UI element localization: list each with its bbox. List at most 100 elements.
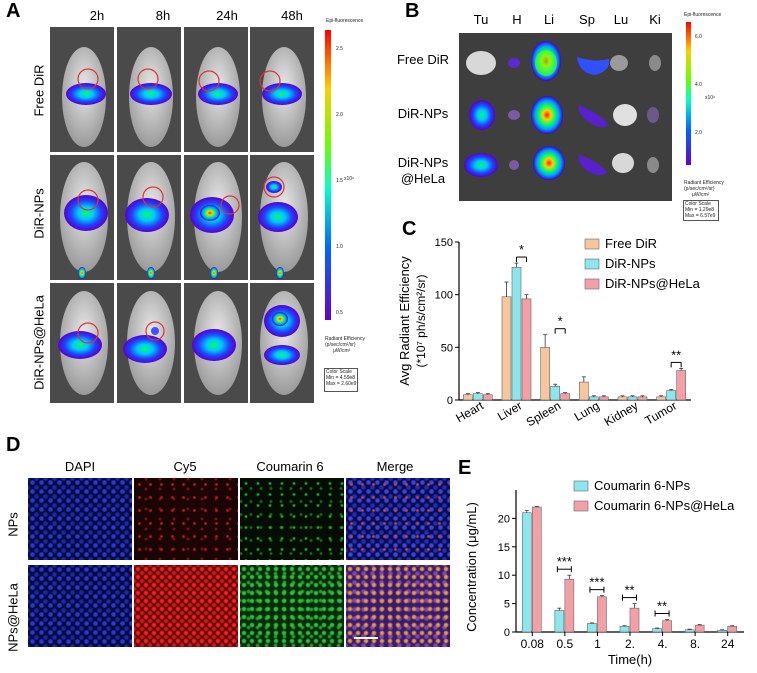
panel-label-a: A xyxy=(6,0,21,22)
panel-a-exponent: x10⁹ xyxy=(344,176,355,182)
x-tick-label: Spleen xyxy=(524,398,563,429)
bar xyxy=(554,610,565,633)
y-axis-unit: (*10⁷ ph/s/cm²/sr) xyxy=(414,274,428,367)
bar xyxy=(599,396,609,401)
mouse-image-free-dir-24h xyxy=(184,27,248,152)
bar xyxy=(579,381,589,401)
significance-label: *** xyxy=(557,554,572,569)
panel-b-unit-1: Radiant Efficiency xyxy=(684,180,724,186)
mouse-image-free-dir-2h xyxy=(50,27,114,152)
organ-row-label-dir-nps: DiR-NPs xyxy=(397,106,449,121)
panel-b-colorbar xyxy=(686,22,691,165)
bar xyxy=(727,626,738,633)
panel-a-colorscale-min: Min = 4.59e8 xyxy=(326,375,356,381)
mouse-image-dir-nps-hela-48h xyxy=(250,283,314,403)
significance-label: * xyxy=(558,314,563,329)
significance-label: ** xyxy=(657,599,667,614)
micrograph-nps-hela-dapi xyxy=(28,565,132,647)
panel-b-unit-3: μW/cm² xyxy=(692,192,710,198)
panel-b-colorscale-max: Max = 6.57e9 xyxy=(685,213,716,219)
panel-label-e: E xyxy=(458,457,472,479)
panel-a-scale-title: Epi-fluorescence xyxy=(326,18,364,24)
panel-a-tick-20: 2.0 xyxy=(336,112,343,118)
bar xyxy=(521,298,532,401)
panel-b-colorscale-box: Color Scale Min = 1.29e8 Max = 6.57e9 xyxy=(683,200,719,221)
organ-row-label-free-dir: Free DiR xyxy=(396,52,449,67)
row-label-dir-nps-hela: DiR-NPs@HeLa xyxy=(31,295,47,390)
bar xyxy=(694,624,705,633)
organ-label-ki: Ki xyxy=(649,12,661,27)
y-tick-label: 50 xyxy=(441,342,453,354)
panel-a-tick-10: 1.0 xyxy=(336,244,343,250)
time-label-48h: 48h xyxy=(281,8,303,23)
bar xyxy=(676,370,686,401)
mouse-image-free-dir-48h xyxy=(250,27,314,152)
bar xyxy=(717,629,728,633)
legend-swatch xyxy=(573,480,589,492)
bar xyxy=(597,596,607,633)
bar xyxy=(629,607,640,633)
bar xyxy=(666,390,676,401)
bar xyxy=(587,623,597,633)
panel-a-tick-05: 0.5 xyxy=(336,310,343,316)
bar xyxy=(540,347,550,401)
panel-b-tick-60: 6.0 xyxy=(695,34,702,40)
significance-label: ** xyxy=(671,347,681,362)
panel-a-tick-25: 2.5 xyxy=(336,46,343,52)
bar xyxy=(531,506,542,633)
scale-bar xyxy=(354,637,378,639)
panel-a-tick-15: 1.5 xyxy=(336,178,343,184)
panel-a-unit-3: μW/cm² xyxy=(333,348,351,354)
micrograph-nps-coumarin6 xyxy=(240,478,344,560)
micrograph-col-merge: Merge xyxy=(376,459,414,474)
panel-a-unit-2: (p/sec/cm²/sr) xyxy=(325,342,356,348)
organ-label-lu: Lu xyxy=(613,12,629,27)
mouse-image-free-dir-8h xyxy=(117,27,181,152)
mouse-imaging-grid xyxy=(50,27,314,403)
panel-a-colorbar xyxy=(325,30,331,320)
x-tick-label: 24 xyxy=(721,637,735,651)
micrograph-col-cy5: Cy5 xyxy=(173,459,197,474)
y-tick-label: 5 xyxy=(504,599,510,611)
bar-chart-radiant-efficiency: 0 50 100 150 Heart Liver Spleen Lung Kidney Tumor… xyxy=(397,236,701,429)
mouse-image-dir-nps-hela-24h xyxy=(184,283,248,403)
row-label-dir-nps: DiR-NPs xyxy=(31,188,47,239)
bar xyxy=(656,396,666,401)
legend-swatch xyxy=(573,500,589,512)
organ-imaging-panel xyxy=(459,33,672,201)
legend-label: Free DiR xyxy=(605,236,657,251)
legend-swatch xyxy=(584,258,600,270)
panel-b-colorscale-title: Color Scale xyxy=(685,201,711,207)
x-tick-label: 0.08 xyxy=(521,637,545,651)
legend-swatch xyxy=(584,238,600,250)
panel-label-c: C xyxy=(402,218,417,240)
bar xyxy=(619,626,630,633)
bar xyxy=(637,396,648,401)
organ-label-li: Li xyxy=(543,12,555,27)
micrograph-nps-hela-merge xyxy=(346,565,450,647)
micrograph-nps-hela-coumarin6 xyxy=(240,565,344,647)
x-tick-label: 8. xyxy=(690,637,700,651)
bar xyxy=(483,394,493,401)
x-tick-label: 1 xyxy=(594,637,601,651)
micrograph-row-nps-hela: NPs@HeLa xyxy=(5,583,21,652)
organ-label-tu: Tu xyxy=(473,12,489,27)
x-tick-label: Kidney xyxy=(602,398,641,428)
bar xyxy=(564,578,575,633)
mouse-image-dir-nps-hela-2h xyxy=(50,283,114,403)
panel-a-unit-1: Radiant Efficiency xyxy=(325,336,365,342)
organ-label-sp: Sp xyxy=(579,12,595,27)
significance-label: * xyxy=(519,242,524,257)
bar xyxy=(501,296,512,401)
panel-b-colorscale-min: Min = 1.29e8 xyxy=(685,207,715,213)
panel-a-colorscale-box: Color Scale Min = 4.59e8 Max = 2.60e9 xyxy=(324,368,358,392)
time-label-24h: 24h xyxy=(216,8,238,23)
mouse-image-dir-nps-8h xyxy=(117,155,181,280)
x-tick-label: Lung xyxy=(572,398,602,423)
time-label-2h: 2h xyxy=(89,8,105,23)
y-axis-label: Avg Radiant Efficiency xyxy=(397,256,412,386)
mouse-image-dir-nps-24h xyxy=(184,155,248,280)
mouse-image-dir-nps-2h xyxy=(50,155,114,280)
legend-label: DiR-NPs@HeLa xyxy=(605,276,701,291)
